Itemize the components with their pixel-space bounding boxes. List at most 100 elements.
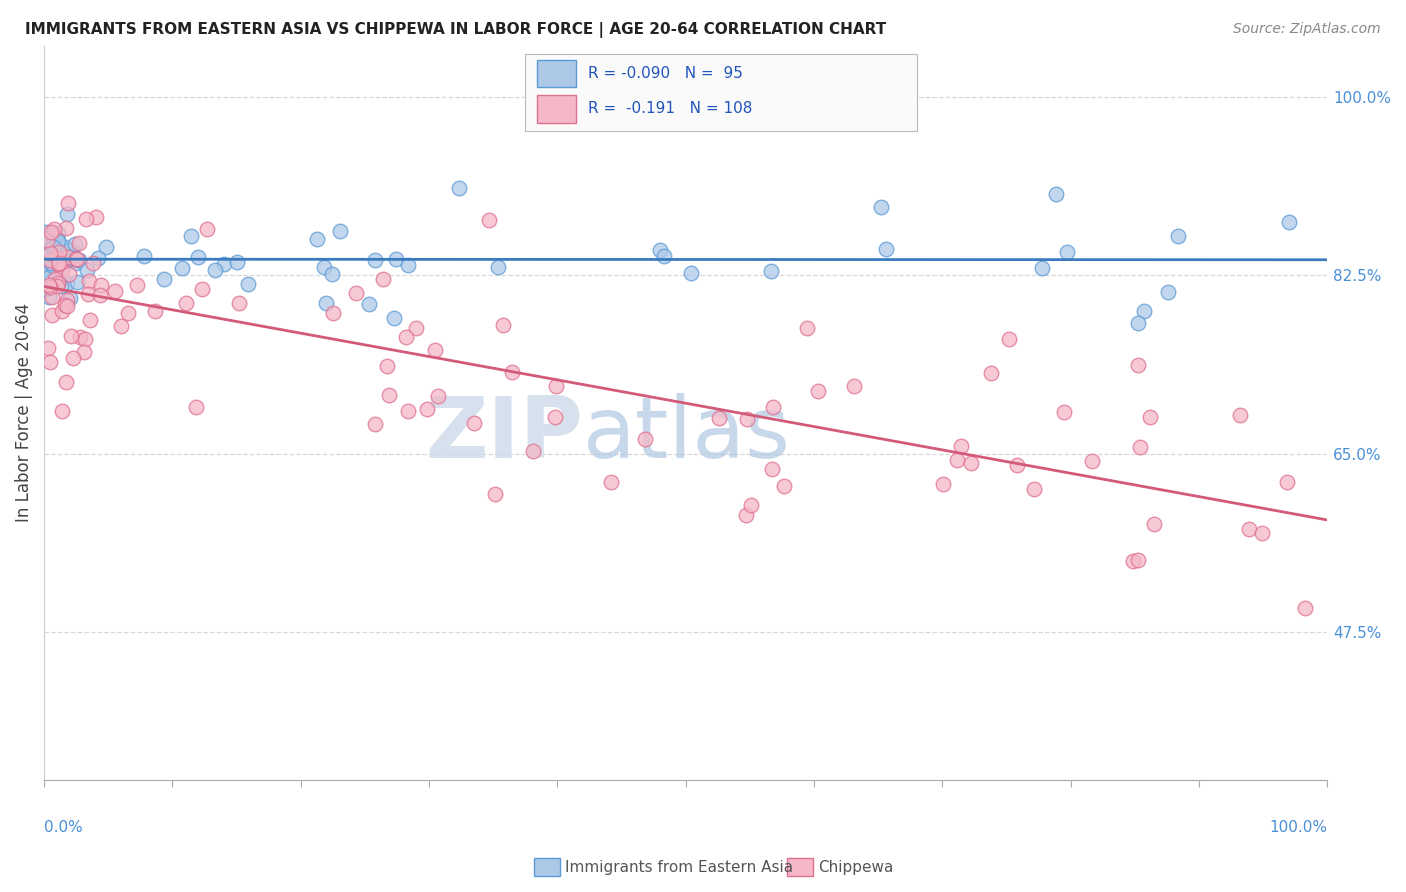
- Point: [41, 240, 63, 254]
- Point: [87, 252, 110, 266]
- Point: [41, 225, 63, 239]
- Point: [90, 278, 112, 293]
- Point: [66, 252, 89, 267]
- Point: [707, 411, 730, 425]
- Point: [56, 276, 79, 290]
- Point: [34, 282, 56, 296]
- Point: [735, 412, 758, 426]
- Point: [65, 256, 87, 270]
- Point: [842, 379, 865, 393]
- Point: [681, 266, 703, 280]
- Point: [46, 271, 69, 285]
- Point: [980, 367, 1002, 381]
- Point: [38, 270, 60, 285]
- Point: [416, 401, 439, 416]
- Point: [65, 252, 87, 266]
- Point: [761, 462, 783, 476]
- Point: [77, 274, 100, 288]
- Point: [51, 279, 73, 293]
- Point: [1132, 304, 1154, 318]
- Point: [39, 237, 62, 252]
- Point: [544, 379, 567, 393]
- Point: [1031, 260, 1053, 275]
- Point: [55, 375, 77, 389]
- Point: [84, 210, 107, 224]
- Point: [238, 277, 260, 292]
- Point: [42, 222, 65, 236]
- Point: [42, 249, 65, 263]
- Point: [492, 318, 515, 333]
- Point: [204, 263, 226, 277]
- Point: [312, 260, 335, 275]
- Text: 0.0%: 0.0%: [44, 820, 83, 835]
- Point: [46, 254, 69, 268]
- Y-axis label: In Labor Force | Age 20-64: In Labor Force | Age 20-64: [15, 303, 32, 523]
- Point: [364, 253, 387, 268]
- Point: [51, 303, 73, 318]
- Point: [1237, 522, 1260, 536]
- Point: [522, 443, 544, 458]
- Point: [174, 296, 197, 310]
- Point: [44, 249, 66, 263]
- Point: [42, 252, 65, 266]
- Point: [484, 487, 506, 501]
- Point: [1081, 454, 1104, 468]
- Point: [48, 235, 70, 249]
- Point: [41, 308, 63, 322]
- Point: [56, 207, 79, 221]
- Point: [364, 417, 387, 432]
- Point: [35, 231, 58, 245]
- Point: [48, 244, 70, 259]
- Text: Immigrants from Eastern Asia: Immigrants from Eastern Asia: [565, 860, 793, 874]
- Point: [42, 236, 65, 251]
- Point: [41, 290, 63, 304]
- Point: [65, 275, 87, 289]
- Point: [55, 293, 77, 308]
- Point: [58, 196, 80, 211]
- Point: [56, 250, 79, 264]
- Point: [125, 277, 148, 292]
- Point: [58, 267, 80, 281]
- Point: [396, 404, 419, 418]
- Point: [38, 290, 60, 304]
- Point: [49, 260, 72, 275]
- Point: [1278, 214, 1301, 228]
- Point: [110, 318, 132, 333]
- Point: [62, 351, 84, 366]
- Point: [55, 221, 77, 235]
- Point: [59, 329, 82, 343]
- Point: [321, 267, 343, 281]
- Point: [38, 280, 60, 294]
- Point: [932, 476, 955, 491]
- Point: [423, 343, 446, 358]
- Text: Source: ZipAtlas.com: Source: ZipAtlas.com: [1233, 22, 1381, 37]
- Point: [76, 262, 98, 277]
- Point: [34, 246, 56, 260]
- Point: [773, 479, 796, 493]
- Point: [35, 225, 58, 239]
- Point: [501, 365, 523, 379]
- Point: [39, 256, 62, 270]
- Point: [405, 320, 427, 334]
- Point: [228, 295, 250, 310]
- Point: [46, 251, 69, 265]
- Point: [73, 333, 96, 347]
- Point: [180, 229, 202, 244]
- Point: [449, 181, 471, 195]
- Point: [35, 261, 58, 276]
- Point: [37, 341, 59, 355]
- Point: [426, 389, 449, 403]
- Point: [762, 401, 785, 415]
- Point: [39, 234, 62, 248]
- Point: [949, 439, 972, 453]
- Point: [67, 253, 90, 268]
- Point: [396, 258, 419, 272]
- Point: [38, 277, 60, 292]
- Point: [39, 253, 62, 268]
- Point: [382, 310, 405, 325]
- Point: [46, 273, 69, 287]
- Point: [75, 211, 97, 226]
- Point: [41, 271, 63, 285]
- Point: [46, 279, 69, 293]
- Point: [96, 240, 118, 254]
